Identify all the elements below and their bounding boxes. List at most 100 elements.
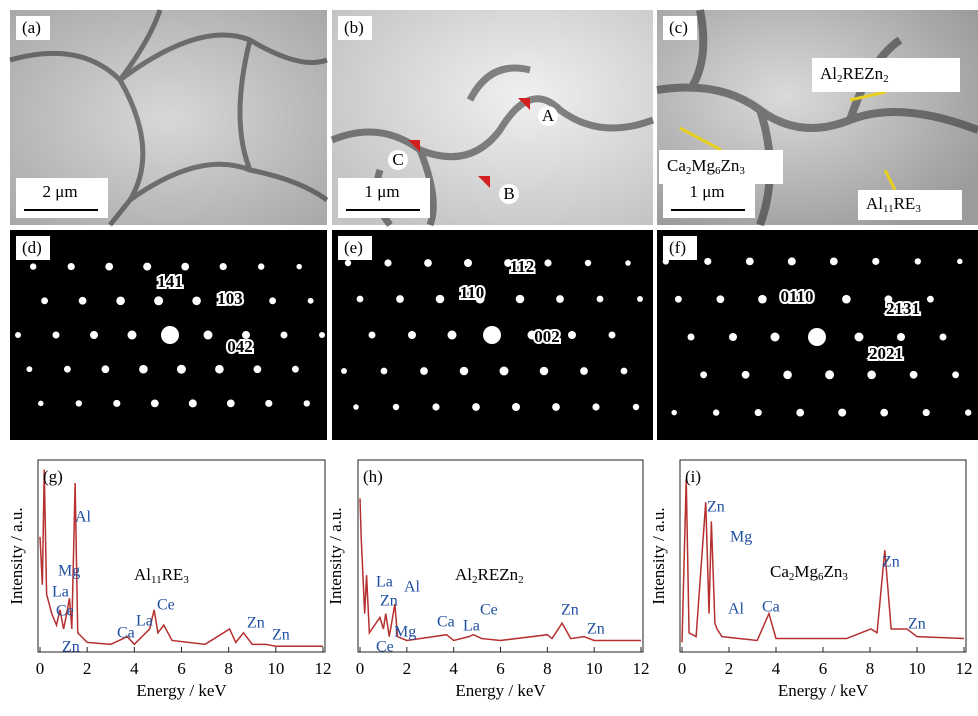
y-axis-label: Intensity / a.u. [326, 507, 345, 604]
diffraction-spot [420, 367, 428, 375]
peak-label: Mg [58, 563, 80, 580]
peak-label: La [52, 584, 69, 601]
subscript: 2 [518, 574, 524, 586]
peak-label: Zn [247, 615, 265, 632]
subscript: 3 [842, 571, 848, 583]
diffraction-spot [568, 331, 576, 339]
diffraction-spot [713, 409, 719, 415]
diffraction-spot [181, 263, 189, 271]
peak-label: Zn [707, 499, 725, 516]
diffraction-spot [345, 260, 351, 266]
diffraction-spot [867, 371, 876, 380]
diffraction-spot [897, 333, 905, 341]
peak-label: La [376, 574, 393, 591]
diffraction-spot [116, 297, 125, 306]
peak-label: La [463, 618, 480, 635]
marker-label: A [542, 106, 555, 125]
diffraction-spot [633, 404, 639, 410]
figure: (a)2 μm(b)1 μm(c)1 μmABCAl2REZn2Ca2Mg6Zn… [0, 0, 978, 716]
diffraction-spot [64, 366, 71, 373]
diffraction-spot [957, 259, 963, 265]
peak-label: Mg [730, 529, 752, 546]
diffraction-spot [585, 260, 591, 266]
diffraction-spot [292, 366, 299, 373]
formula-part: Zn [824, 562, 843, 581]
diffraction-spot [855, 333, 864, 342]
peak-label: Ce [480, 602, 498, 619]
x-tick-label: 12 [633, 659, 650, 678]
formula-part: RE [894, 194, 916, 213]
diffraction-spot [220, 263, 227, 270]
peak-label: Ca [117, 625, 135, 642]
diffraction-spot [432, 403, 439, 410]
diffraction-spot [880, 409, 888, 417]
diffraction-spot [592, 403, 599, 410]
marker-label: C [392, 150, 403, 169]
diffraction-spot [254, 365, 262, 373]
diffraction-spot [189, 399, 197, 407]
peak-label: Al [75, 509, 92, 526]
diffraction-spot [927, 296, 934, 303]
diffraction-spot [139, 365, 148, 374]
diffraction-spot [838, 409, 846, 417]
diffraction-spot [424, 259, 432, 267]
diffraction-spot [113, 400, 120, 407]
x-tick-label: 6 [819, 659, 828, 678]
x-tick-label: 12 [956, 659, 973, 678]
diffraction-spot [788, 257, 796, 265]
panel-label: (g) [43, 467, 63, 486]
peak-label: Ca [437, 614, 455, 631]
diffraction-spot [384, 259, 391, 266]
zone-index: 2131 [886, 299, 920, 318]
diffraction-spot [923, 409, 930, 416]
diffraction-spot [910, 371, 918, 379]
phase-label: Al11RE3 [134, 565, 189, 586]
diffraction-spot [729, 333, 737, 341]
diffraction-spot [808, 328, 826, 346]
peak-label: Zn [882, 554, 900, 571]
peak-label: Al [404, 579, 421, 596]
diffraction-spot [79, 297, 87, 305]
diffraction-spot [872, 258, 879, 265]
x-tick-label: 0 [678, 659, 687, 678]
x-tick-label: 10 [909, 659, 926, 678]
peak-label: Zn [272, 627, 290, 644]
diffraction-spot [269, 297, 276, 304]
x-tick-label: 0 [356, 659, 365, 678]
peak-label: Mg [394, 624, 416, 641]
scale-text: 2 μm [42, 182, 77, 201]
subscript: 3 [739, 165, 745, 177]
diffraction-spot [540, 367, 549, 376]
diffraction-spot [341, 368, 347, 374]
diffraction-spot [556, 295, 564, 303]
diffraction-spot [436, 295, 445, 304]
diffraction-spot [304, 400, 310, 406]
diffraction-spot [204, 331, 213, 340]
phase-label: Al2REZn2 [820, 64, 889, 85]
diffraction-spot [952, 371, 959, 378]
diffraction-spot [105, 263, 113, 271]
peak-label: Zn [908, 616, 926, 633]
subscript: 2 [883, 73, 889, 85]
diffraction-spot [258, 263, 264, 269]
formula-part: Al [455, 565, 472, 584]
peak-label: Al [728, 601, 745, 618]
diffraction-spot [625, 260, 631, 266]
diffraction-spot [396, 295, 404, 303]
subscript: 3 [915, 203, 921, 215]
diffraction-spot [76, 400, 82, 406]
formula-part: Al [820, 64, 837, 83]
spectrum-line [40, 470, 323, 647]
scale-text: 1 μm [689, 182, 724, 201]
peak-label: Ca [762, 599, 780, 616]
diffraction-spot [296, 264, 302, 270]
x-tick-label: 10 [267, 659, 284, 678]
diffraction-spot [742, 371, 750, 379]
diffraction-spot [15, 332, 21, 338]
diffraction-spot [381, 368, 388, 375]
x-tick-label: 6 [177, 659, 186, 678]
panel-label: (a) [22, 18, 41, 37]
panel-label: (b) [344, 18, 364, 37]
diffraction-spot [460, 367, 469, 376]
diffraction-spot [842, 295, 851, 304]
